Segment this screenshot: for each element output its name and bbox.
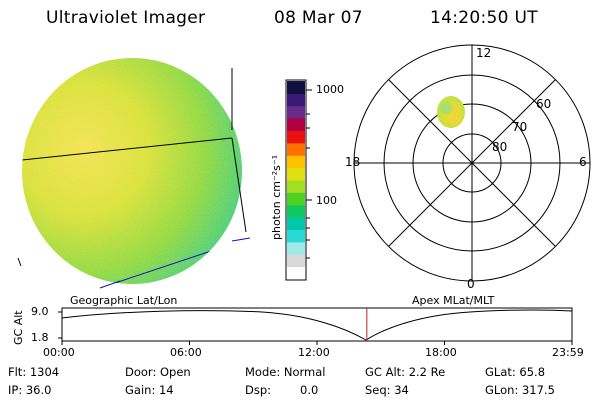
colorbar-segment bbox=[287, 229, 305, 243]
sequence-number: Seq: 34 bbox=[365, 383, 409, 397]
ip-value: IP: 36.0 bbox=[8, 383, 52, 397]
colorbar-segment bbox=[287, 142, 305, 156]
altitude-ylabel: GC Alt bbox=[12, 310, 25, 345]
colorbar-segment bbox=[287, 241, 305, 255]
geo-longitude: GLon: 317.5 bbox=[485, 383, 555, 397]
flight-number: Flt: 1304 bbox=[8, 365, 60, 379]
app-title: Ultraviolet Imager bbox=[46, 8, 206, 28]
colorbar-segment bbox=[287, 167, 305, 181]
colorbar-segment bbox=[287, 130, 305, 144]
colorbar-tick-100: 100 bbox=[316, 194, 337, 207]
door-status: Door: Open bbox=[125, 365, 191, 379]
colorbar-segment bbox=[287, 118, 305, 131]
time-tick-2359: 23:59 bbox=[552, 346, 584, 359]
colorbar-segment bbox=[287, 81, 305, 94]
colorbar-segment bbox=[287, 155, 305, 169]
geographic-caption: Geographic Lat/Lon bbox=[70, 294, 178, 307]
colorbar-segment bbox=[287, 217, 305, 230]
mode-status: Mode: Normal bbox=[245, 365, 326, 379]
time-tick-1200: 12:00 bbox=[298, 346, 330, 359]
mlat-label-80: 80 bbox=[492, 140, 508, 154]
polar-plot bbox=[353, 44, 591, 282]
orbit-altitude-curve bbox=[61, 309, 573, 341]
colorbar-tick-1000: 1000 bbox=[316, 83, 344, 96]
colorbar-segment bbox=[287, 204, 305, 218]
mlt-label-12: 12 bbox=[476, 46, 492, 60]
mlt-label-0: 0 bbox=[467, 277, 475, 291]
gc-altitude: GC Alt: 2.2 Re bbox=[365, 365, 446, 379]
colorbar-unit-label: photon cm⁻²s⁻¹ bbox=[270, 154, 283, 240]
mlat-label-60: 60 bbox=[536, 97, 552, 111]
colorbar-segment bbox=[287, 192, 305, 206]
colorbar-segment bbox=[287, 180, 305, 193]
apex-caption: Apex MLat/MLT bbox=[412, 294, 495, 307]
mlat-label-70: 70 bbox=[512, 120, 528, 134]
mlt-label-18: 18 bbox=[345, 155, 361, 169]
header-time: 14:20:50 UT bbox=[430, 8, 538, 28]
time-tick-1800: 18:00 bbox=[425, 346, 457, 359]
time-tick-0000: 00:00 bbox=[43, 346, 75, 359]
colorbar-segment bbox=[287, 93, 305, 107]
colorbar-segment bbox=[287, 266, 305, 280]
gain-value: Gain: 14 bbox=[125, 383, 174, 397]
mlt-label-6: 6 bbox=[579, 155, 587, 169]
altitude-ytick-high: 9.0 bbox=[31, 305, 49, 318]
altitude-plot bbox=[58, 307, 573, 345]
earth-image bbox=[17, 58, 251, 289]
time-tick-0600: 06:00 bbox=[170, 346, 202, 359]
dsp-value: 0.0 bbox=[300, 383, 319, 397]
dsp-label: Dsp: bbox=[245, 383, 272, 397]
altitude-ytick-low: 1.8 bbox=[31, 331, 49, 344]
geo-latitude: GLat: 65.8 bbox=[485, 365, 546, 379]
colorbar-segment bbox=[287, 105, 305, 119]
color-scale-bar bbox=[285, 79, 312, 281]
header-date: 08 Mar 07 bbox=[274, 8, 363, 28]
colorbar-segment bbox=[287, 254, 305, 268]
aurora-blob bbox=[437, 96, 465, 128]
geo-latitude-line bbox=[22, 137, 233, 161]
